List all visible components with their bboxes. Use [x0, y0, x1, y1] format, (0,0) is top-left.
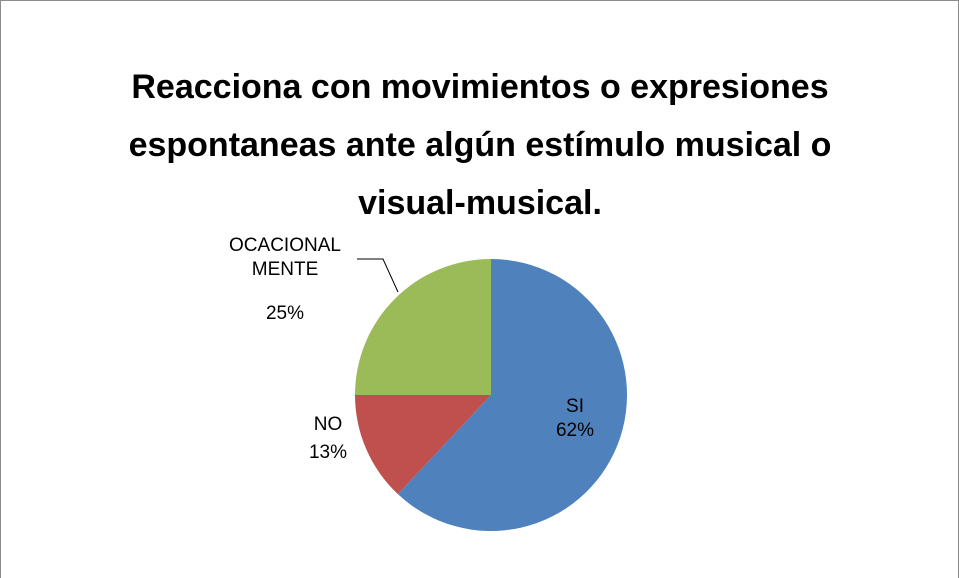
slice-value-label: 25%: [265, 303, 305, 324]
pie-slice: [355, 395, 491, 495]
slice-label: OCACIONAL MENTE: [229, 235, 341, 280]
slice-label: NO: [313, 414, 343, 435]
slice-value-label: 62%: [555, 420, 595, 441]
chart-title: Reacciona con movimientos o expresiones …: [128, 68, 832, 222]
pie-slice: [355, 259, 491, 395]
slice-label: SI: [566, 396, 584, 417]
slice-value-label: 13%: [308, 442, 348, 463]
leader-line: [357, 258, 399, 293]
pie-slice: [397, 259, 628, 532]
